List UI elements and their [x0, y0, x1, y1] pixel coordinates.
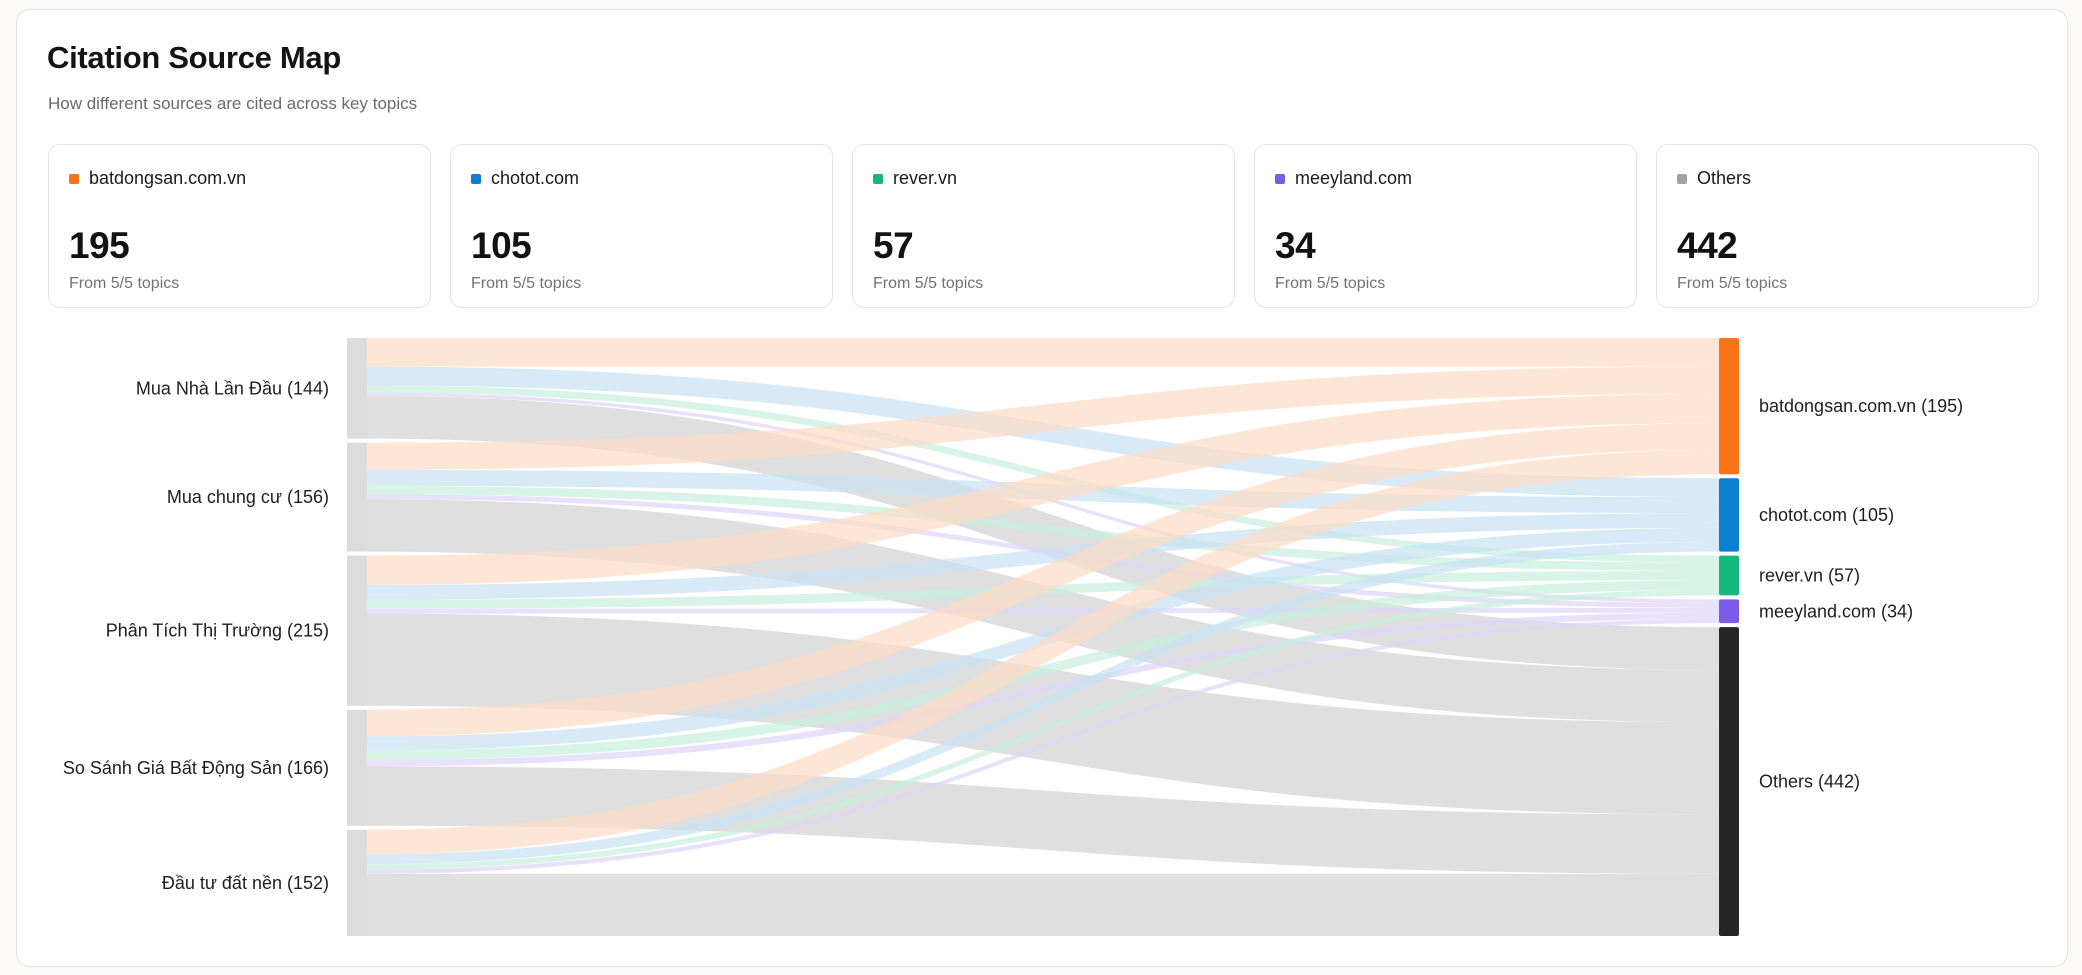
- card-citation-count: 34: [1275, 225, 1316, 266]
- sankey-source-label: Mua Nhà Lần Đầu (144): [136, 378, 329, 398]
- sankey-target-node[interactable]: [1719, 627, 1739, 936]
- card-citation-count: 442: [1677, 225, 1738, 266]
- sankey-link[interactable]: [367, 449, 1719, 855]
- legend-swatch-icon: [1677, 174, 1687, 184]
- sankey-link[interactable]: [367, 385, 1719, 563]
- sankey-link[interactable]: [367, 613, 1719, 815]
- sankey-link[interactable]: [367, 873, 1719, 936]
- sankey-link[interactable]: [367, 607, 1719, 614]
- card-topic-coverage: From 5/5 topics: [69, 275, 180, 292]
- sankey-source-label: Đầu tư đất nền (152): [162, 873, 329, 893]
- sankey-target-label: batdongsan.com.vn (195): [1759, 396, 1963, 416]
- sankey-source-node[interactable]: [347, 442, 367, 552]
- sankey-link[interactable]: [367, 580, 1719, 761]
- card-rever[interactable]: rever.vn 57 From 5/5 topics: [852, 144, 1235, 308]
- sankey-link[interactable]: [367, 485, 1719, 571]
- card-chotot[interactable]: chotot.com 105 From 5/5 topics: [450, 144, 833, 308]
- sankey-link[interactable]: [367, 527, 1719, 751]
- card-topic-coverage: From 5/5 topics: [471, 275, 582, 292]
- card-others[interactable]: Others 442 From 5/5 topics: [1656, 144, 2039, 308]
- card-source-name: chotot.com: [491, 168, 580, 188]
- sankey-link[interactable]: [367, 393, 1719, 585]
- legend-swatch-icon: [1275, 174, 1285, 184]
- sankey-source-node[interactable]: [347, 829, 367, 936]
- sankey-link[interactable]: [367, 395, 1719, 670]
- card-citation-count: 105: [471, 225, 532, 266]
- sankey-target-label: meeyland.com (34): [1759, 601, 1913, 621]
- card-citation-count: 195: [69, 225, 130, 266]
- sankey-source-label: Phân Tích Thị Trường (215): [106, 621, 329, 641]
- sankey-target-node[interactable]: [1719, 555, 1739, 596]
- legend-swatch-icon: [69, 174, 79, 184]
- sankey-source-label: So Sánh Giá Bất Động Sản (166): [63, 758, 329, 778]
- sankey-target-label: chotot.com (105): [1759, 505, 1894, 525]
- sankey-link[interactable]: [367, 618, 1719, 874]
- card-batdongsan[interactable]: batdongsan.com.vn 195 From 5/5 topics: [48, 144, 431, 308]
- sankey-link[interactable]: [367, 423, 1719, 737]
- card-source-name: meeyland.com: [1295, 168, 1413, 188]
- page-subtitle: How different sources are cited across k…: [48, 94, 418, 113]
- sankey-source-node[interactable]: [347, 338, 367, 439]
- sankey-target-node[interactable]: [1719, 338, 1739, 475]
- card-topic-coverage: From 5/5 topics: [873, 275, 984, 292]
- sankey-link[interactable]: [367, 589, 1719, 870]
- legend-swatch-icon: [471, 174, 481, 184]
- card-topic-coverage: From 5/5 topics: [1677, 275, 1788, 292]
- card-source-name: batdongsan.com.vn: [89, 168, 247, 188]
- sankey-link[interactable]: [367, 513, 1719, 600]
- card-source-name: rever.vn: [893, 168, 958, 188]
- sankey-source-node[interactable]: [347, 709, 367, 826]
- card-topic-coverage: From 5/5 topics: [1275, 275, 1386, 292]
- sankey-link[interactable]: [367, 338, 1719, 367]
- sankey-links: [367, 338, 1719, 936]
- source-summary-cards: batdongsan.com.vn 195 From 5/5 topics ch…: [48, 144, 2041, 310]
- card-source-name: Others: [1697, 168, 1752, 188]
- sankey-target-node[interactable]: [1719, 599, 1739, 624]
- sankey-target-nodes: batdongsan.com.vn (195) chotot.com (105) r…: [1719, 338, 1963, 936]
- sankey-source-nodes: Mua Nhà Lần Đầu (144) Mua chung cư (156) P…: [63, 338, 367, 936]
- sankey-target-node[interactable]: [1719, 478, 1739, 552]
- sankey-target-label: Others (442): [1759, 772, 1860, 792]
- legend-swatch-icon: [873, 174, 883, 184]
- card-meeyland[interactable]: meeyland.com 34 From 5/5 topics: [1254, 144, 1637, 308]
- sankey-target-label: rever.vn (57): [1759, 566, 1860, 586]
- sankey-source-label: Mua chung cư (156): [167, 487, 329, 507]
- card-citation-count: 57: [873, 225, 914, 266]
- sankey-link[interactable]: [367, 612, 1719, 767]
- sankey-link[interactable]: [367, 366, 1719, 470]
- page-title: Citation Source Map: [47, 40, 341, 75]
- sankey-source-node[interactable]: [347, 555, 367, 706]
- sankey-link[interactable]: [367, 541, 1719, 865]
